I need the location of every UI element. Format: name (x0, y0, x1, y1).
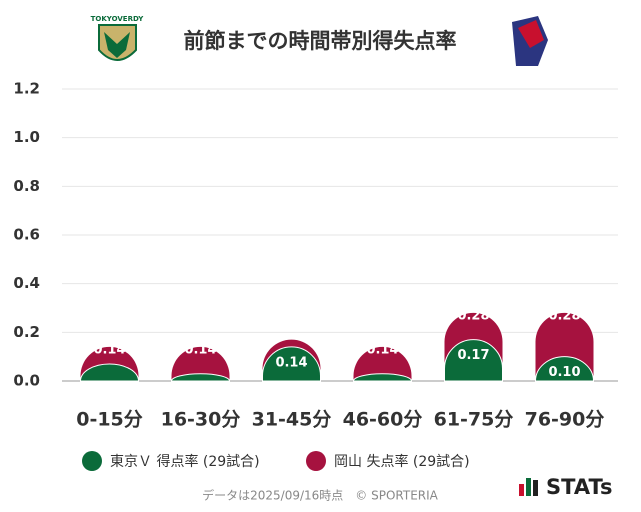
brand: STATs (546, 475, 612, 499)
stats-logo: STATs (519, 475, 612, 499)
bar (353, 346, 412, 381)
bar (534, 356, 595, 382)
bar (170, 373, 231, 382)
bar (352, 373, 413, 382)
home-logo: TOKYOVERDY (91, 15, 145, 61)
y-tick-label: 1.0 (13, 128, 40, 146)
chart-title: 前節までの時間帯別得失点率 (184, 29, 457, 53)
bar (444, 339, 503, 382)
value-label: 0.14 (366, 342, 398, 357)
legend-label: 東京Ｖ 得点率 (29試合) (110, 453, 260, 470)
y-tick-label: 0.4 (13, 274, 40, 292)
away-logo (512, 16, 548, 66)
bar (171, 346, 230, 381)
y-tick-label: 1.2 (13, 80, 40, 98)
x-tick-label: 0-15分 (76, 409, 143, 431)
legend-swatch (306, 451, 326, 471)
value-label: 0.14 (93, 342, 125, 357)
x-tick-label: 76-90分 (525, 409, 605, 431)
value-label: 0.28 (457, 308, 489, 323)
x-tick-label: 61-75分 (434, 409, 514, 431)
value-label: 0.14 (184, 342, 216, 357)
footer: データは2025/09/16時点 © SPORTERIA (202, 488, 439, 503)
legend-label: 岡山 失点率 (29試合) (334, 453, 470, 470)
y-tick-label: 0.2 (13, 323, 40, 341)
bar (79, 363, 140, 382)
x-tick-label: 16-30分 (161, 409, 241, 431)
y-tick-label: 0.0 (13, 372, 40, 390)
y-tick-label: 0.8 (13, 177, 40, 195)
bar (262, 346, 321, 382)
value-label: 0.17 (457, 348, 489, 363)
value-label: 0.28 (548, 308, 580, 323)
x-tick-label: 31-45分 (252, 409, 332, 431)
logo-text: TOKYOVERDY (91, 15, 145, 23)
value-label: 0.14 (275, 355, 307, 370)
x-tick-label: 46-60分 (343, 409, 423, 431)
legend-swatch (82, 451, 102, 471)
y-tick-label: 0.6 (13, 226, 40, 244)
value-label: 0.10 (548, 365, 580, 380)
